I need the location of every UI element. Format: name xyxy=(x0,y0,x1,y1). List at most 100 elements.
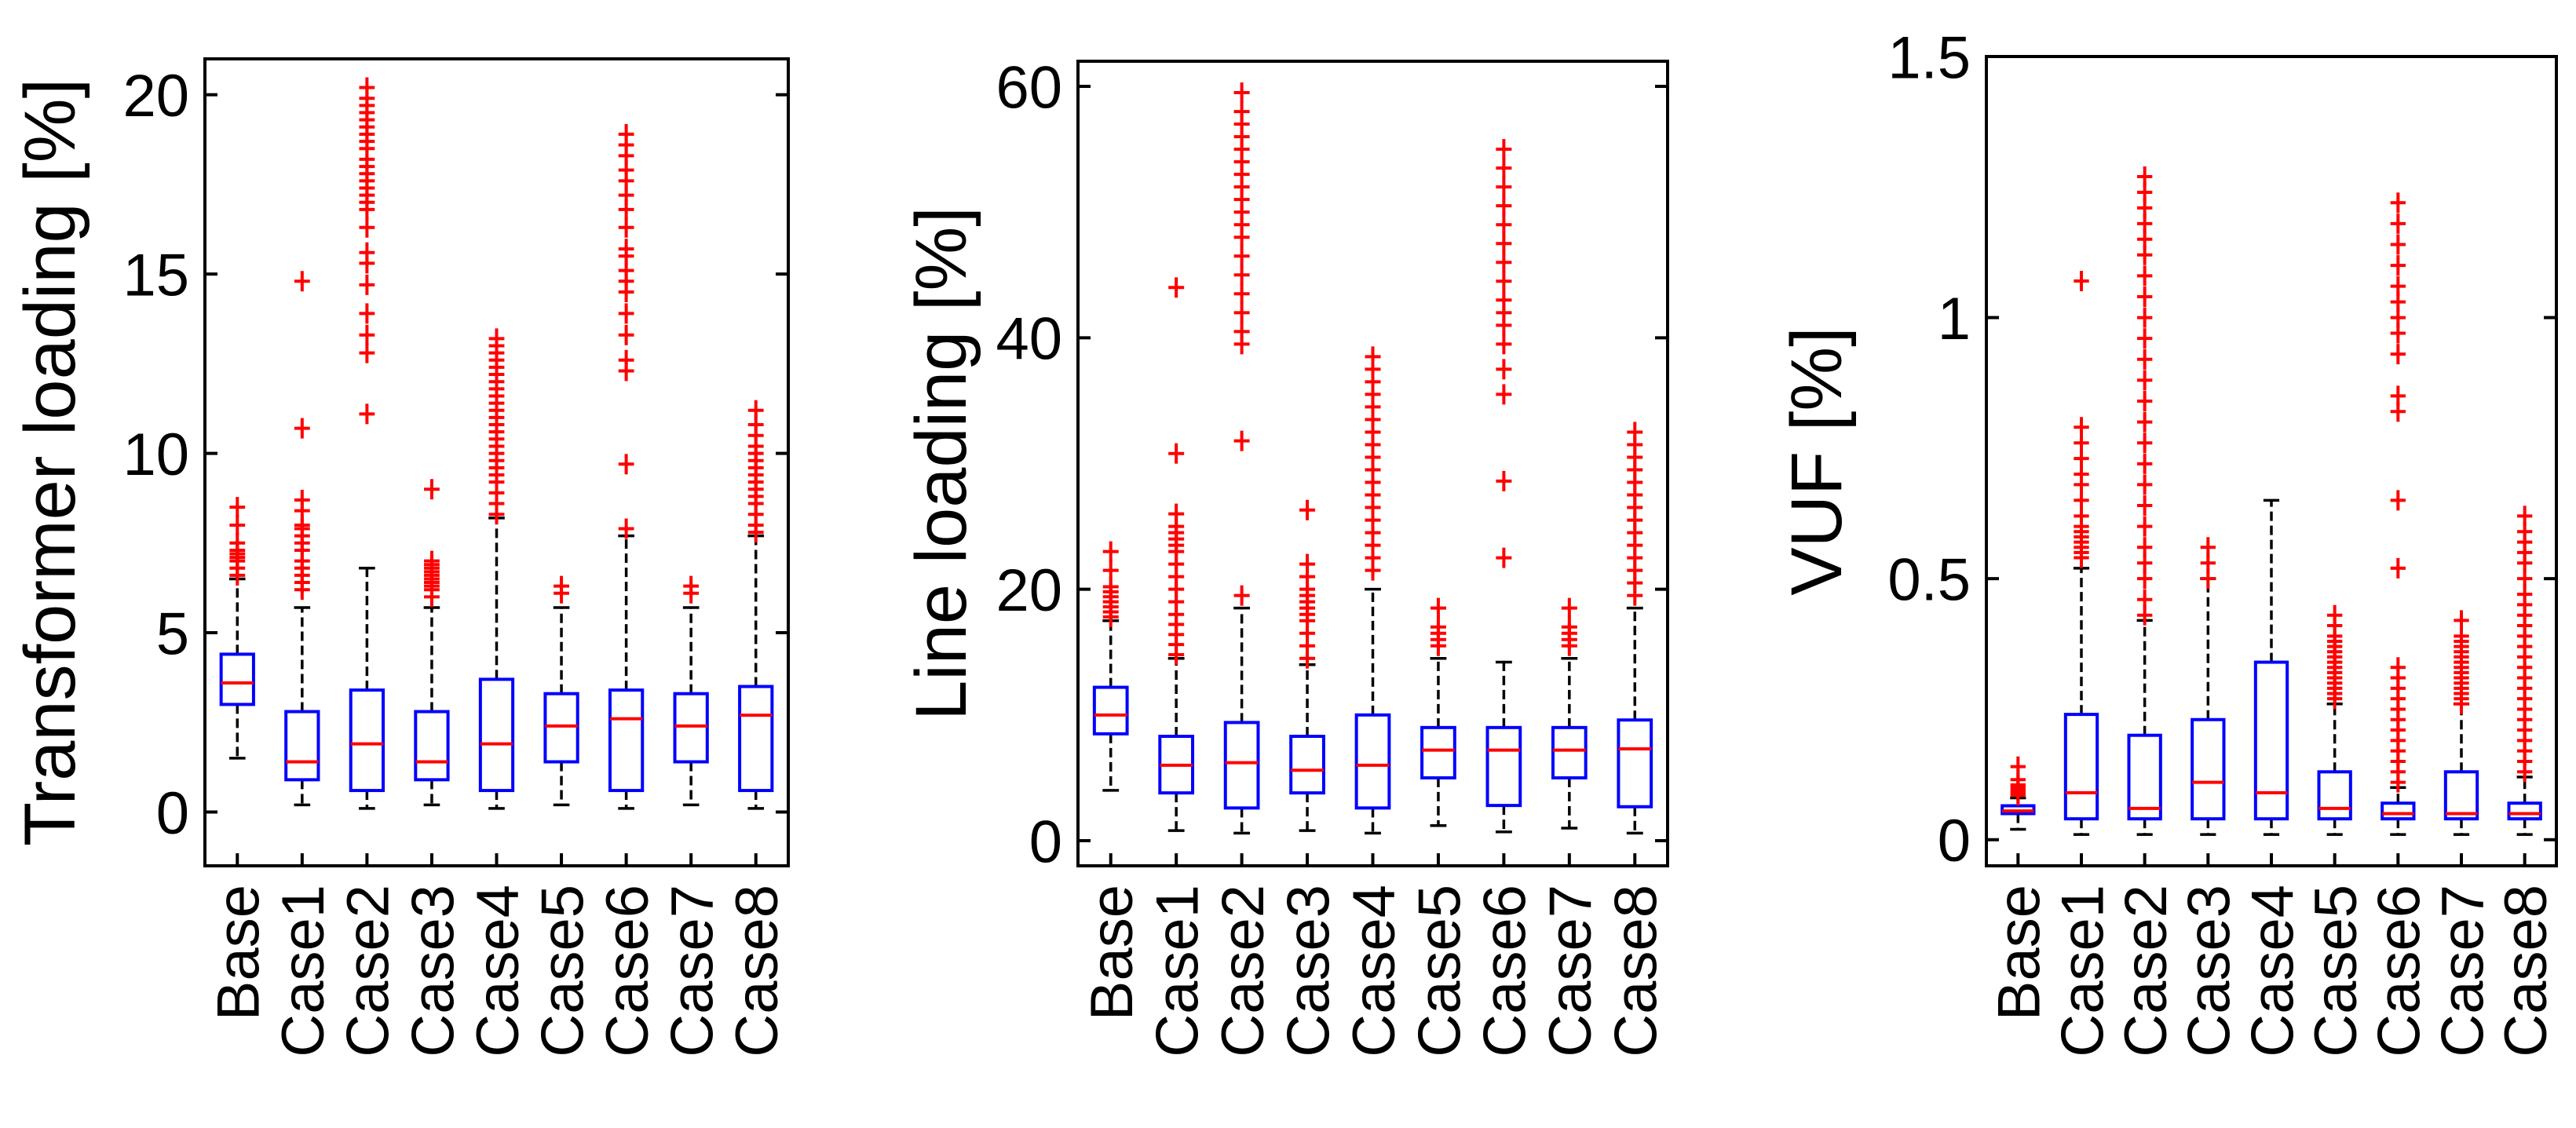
outlier-point xyxy=(1233,430,1250,451)
box-iqr xyxy=(738,684,774,793)
outlier-point xyxy=(359,242,375,263)
x-category-label: Case2 xyxy=(335,885,402,1057)
outlier-point xyxy=(618,303,634,324)
box-iqr xyxy=(2317,770,2352,821)
box-iqr xyxy=(2381,801,2416,821)
box-iqr xyxy=(1223,721,1260,810)
outlier-point xyxy=(2454,610,2469,631)
box-iqr xyxy=(349,688,385,793)
y-tick-label: 60 xyxy=(996,54,1062,121)
outlier-point xyxy=(2136,286,2153,307)
outlier-point xyxy=(2010,756,2026,777)
outlier-point xyxy=(618,349,634,371)
outlier-point xyxy=(1102,541,1119,562)
box-iqr xyxy=(478,677,515,793)
outlier-point xyxy=(2326,604,2343,626)
outlier-point xyxy=(2136,589,2153,610)
x-category-label: Case3 xyxy=(2176,885,2243,1057)
outlier-point xyxy=(2074,417,2089,438)
x-category-label: Case3 xyxy=(400,885,466,1057)
outlier-point xyxy=(2136,411,2153,433)
outlier-point xyxy=(2136,349,2153,370)
outlier-point xyxy=(294,418,310,439)
y-tick-label: 0 xyxy=(1938,808,1971,874)
outlier-point xyxy=(2074,271,2089,292)
x-category-label: Case2 xyxy=(1210,885,1277,1057)
outlier-point xyxy=(1299,499,1316,520)
outlier-point xyxy=(488,328,505,349)
outlier-point xyxy=(2136,516,2153,537)
outlier-point xyxy=(1496,233,1512,254)
outlier-point xyxy=(2200,537,2216,558)
y-tick-label: 0 xyxy=(1029,809,1062,875)
outlier-point xyxy=(2390,490,2406,511)
x-category-label: Case8 xyxy=(1603,885,1670,1057)
outlier-point xyxy=(1496,214,1512,235)
y-tick-label: 0.5 xyxy=(1887,547,1971,614)
outlier-point xyxy=(1168,277,1185,298)
x-category-label: Base xyxy=(1986,885,2053,1020)
x-category-label: Case6 xyxy=(2366,885,2433,1057)
outlier-point xyxy=(554,575,569,597)
y-tick-label: 5 xyxy=(156,601,189,667)
x-category-label: Case1 xyxy=(2049,885,2116,1057)
x-category-label: Case2 xyxy=(2113,885,2180,1057)
outlier-point xyxy=(359,303,375,324)
box-iqr xyxy=(2063,713,2099,821)
outlier-point xyxy=(2136,370,2153,391)
box-iqr xyxy=(673,692,709,764)
outlier-point xyxy=(1233,585,1250,606)
outlier-point xyxy=(229,532,246,553)
box-iqr xyxy=(543,692,579,764)
y-tick-label: 1.5 xyxy=(1887,24,1971,91)
x-category-label: Base xyxy=(1079,885,1145,1020)
outlier-point xyxy=(2136,307,2153,328)
x-category-label: Case6 xyxy=(1472,885,1539,1057)
outlier-point xyxy=(1496,470,1512,491)
outlier-point xyxy=(2390,385,2406,407)
x-category-label: Case3 xyxy=(1275,885,1342,1057)
outlier-point xyxy=(618,123,634,144)
box-iqr xyxy=(414,710,450,782)
outlier-point xyxy=(1168,503,1185,524)
outlier-point xyxy=(618,239,634,260)
outlier-point xyxy=(1233,246,1250,267)
x-category-label: Case1 xyxy=(270,885,337,1057)
x-category-label: Case7 xyxy=(2429,885,2496,1057)
outlier-point xyxy=(424,479,440,500)
outlier-point xyxy=(1299,553,1316,575)
y-axis-label: VUF [%] xyxy=(1777,327,1857,595)
outlier-point xyxy=(1233,302,1250,323)
outlier-point xyxy=(359,403,375,425)
outlier-point xyxy=(1233,283,1250,305)
outlier-point xyxy=(1430,597,1446,619)
outlier-point xyxy=(359,324,375,345)
outlier-point xyxy=(1430,616,1446,637)
x-category-label: Case6 xyxy=(594,885,661,1057)
box-iqr xyxy=(1617,718,1653,809)
outlier-point xyxy=(1496,252,1512,273)
outlier-point xyxy=(359,274,375,295)
outlier-point xyxy=(2136,166,2153,187)
outlier-point xyxy=(2516,506,2533,527)
y-tick-label: 40 xyxy=(996,306,1062,373)
outlier-point xyxy=(618,217,634,238)
outlier-point xyxy=(747,400,764,421)
outlier-point xyxy=(1365,346,1381,367)
outlier-point xyxy=(2390,234,2406,255)
x-category-label: Case4 xyxy=(1341,885,1408,1057)
outlier-point xyxy=(359,342,375,363)
outlier-point xyxy=(1496,139,1512,160)
outlier-point xyxy=(2390,192,2406,214)
outlier-point xyxy=(294,489,310,510)
outlier-point xyxy=(1496,384,1512,405)
outlier-point xyxy=(2390,557,2406,579)
outlier-point xyxy=(618,518,634,539)
outlier-point xyxy=(2136,433,2153,454)
box-iqr xyxy=(2127,733,2162,821)
outlier-point xyxy=(1627,422,1643,443)
y-tick-label: 0 xyxy=(156,780,189,847)
outlier-point xyxy=(294,271,310,292)
